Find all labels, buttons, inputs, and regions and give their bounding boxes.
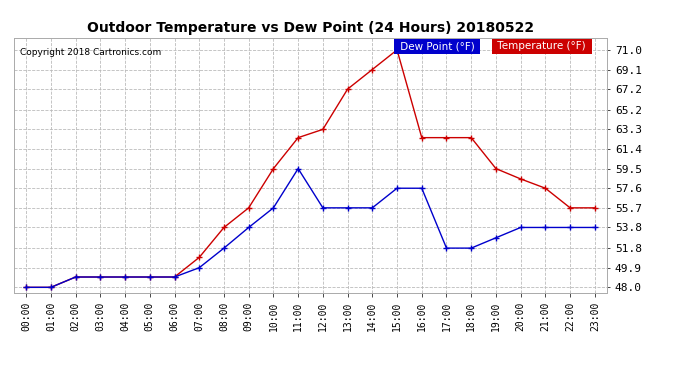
- Text: Dew Point (°F): Dew Point (°F): [397, 41, 477, 51]
- Text: Temperature (°F): Temperature (°F): [495, 41, 589, 51]
- Text: Copyright 2018 Cartronics.com: Copyright 2018 Cartronics.com: [20, 48, 161, 57]
- Title: Outdoor Temperature vs Dew Point (24 Hours) 20180522: Outdoor Temperature vs Dew Point (24 Hou…: [87, 21, 534, 35]
